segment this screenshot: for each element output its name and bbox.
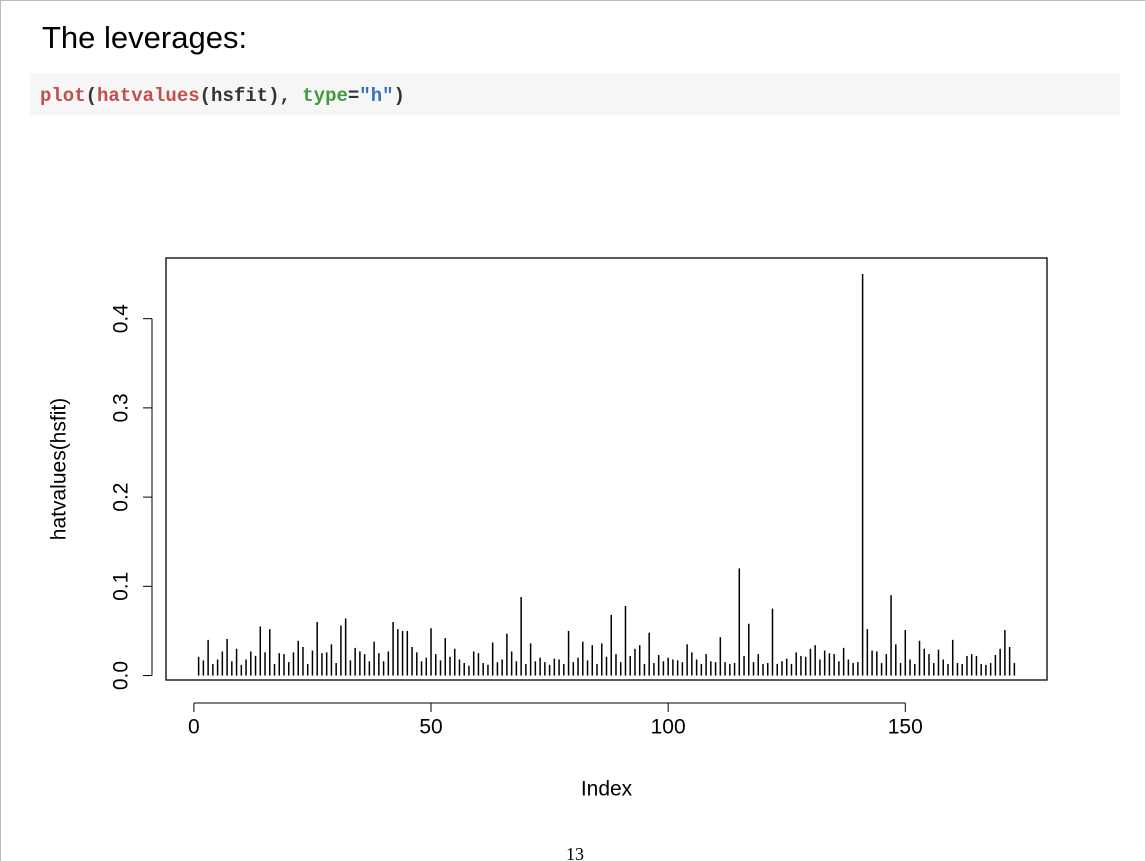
code-token: hsfit (211, 85, 268, 107)
x-tick-label: 50 (419, 716, 442, 739)
y-tick-label: 0.4 (110, 304, 133, 334)
code-token: hatvalues (97, 85, 200, 107)
code-token: ), (268, 85, 302, 107)
x-tick-label: 100 (651, 716, 686, 739)
y-tick-label: 0.3 (110, 393, 133, 422)
code-token: "h" (359, 85, 393, 107)
code-token: = (348, 85, 359, 107)
y-tick-label: 0.1 (110, 572, 133, 601)
y-tick-label: 0.2 (110, 483, 133, 512)
x-axis-title: Index (581, 778, 633, 801)
code-token: ( (86, 85, 97, 107)
y-tick-label: 0.0 (110, 661, 133, 690)
code-token: type (302, 85, 348, 107)
code-block (30, 73, 1120, 115)
code-line: plot(hatvalues(hsfit), type="h") (40, 85, 405, 107)
x-tick-label: 150 (888, 716, 923, 739)
code-token: ( (200, 85, 211, 107)
x-tick-label: 0 (188, 716, 200, 739)
code-token: plot (40, 85, 86, 107)
page-number: 13 (566, 844, 584, 861)
plot-box (165, 257, 1048, 681)
code-token: ) (394, 85, 405, 107)
y-axis-title: hatvalues(hsfit) (48, 398, 71, 540)
heading: The leverages: (42, 20, 247, 55)
